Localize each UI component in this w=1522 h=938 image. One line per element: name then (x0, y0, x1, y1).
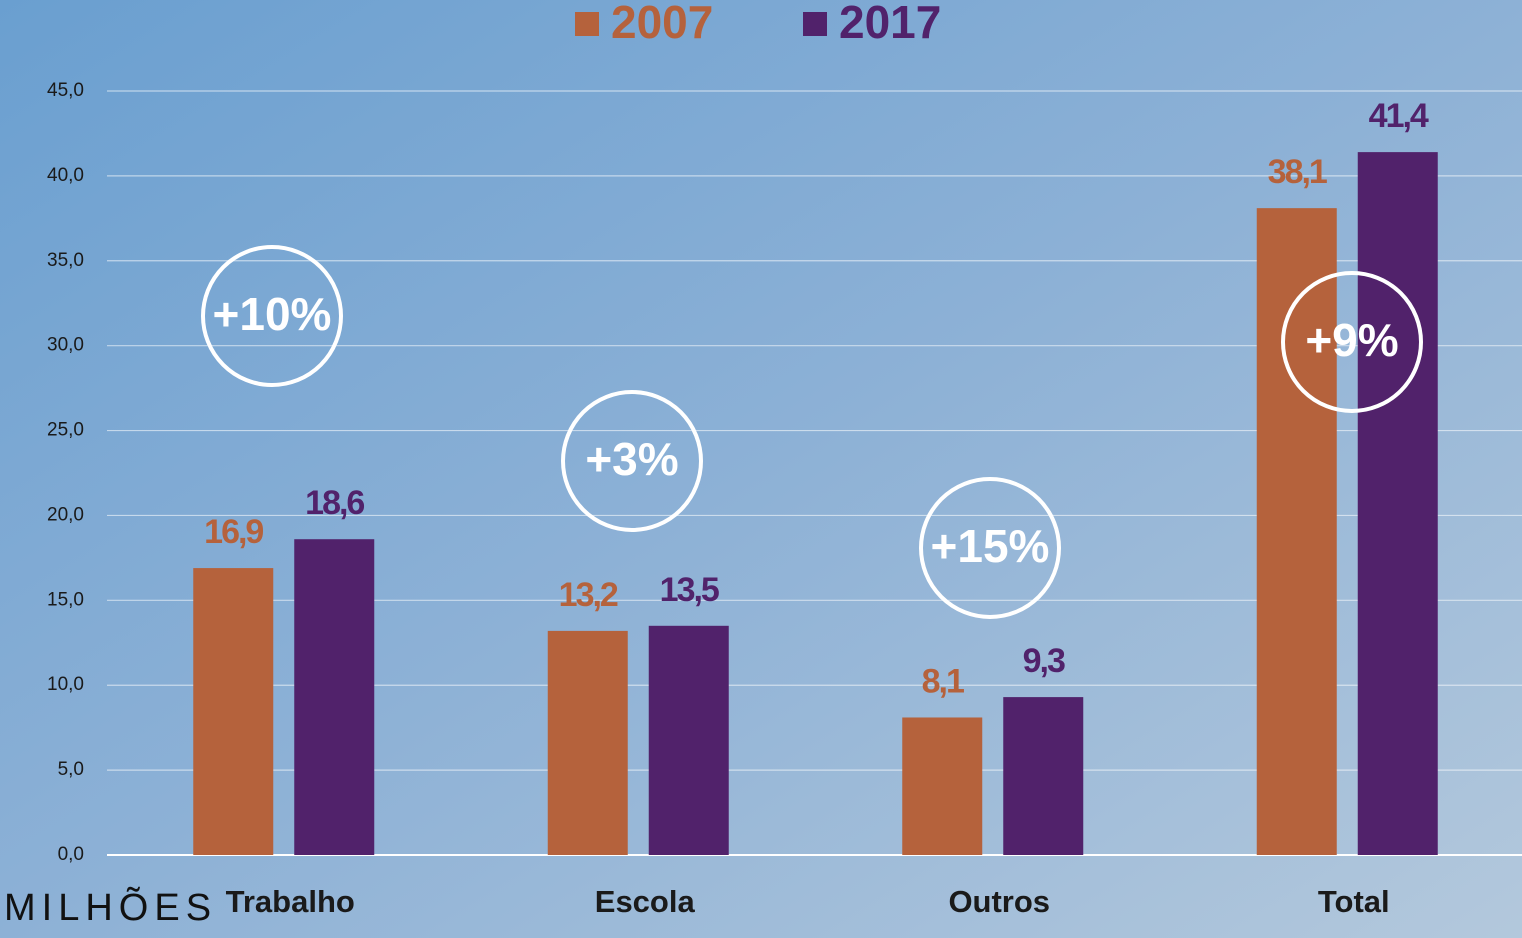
y-tick-label: 40,0 (47, 165, 84, 186)
value-label: 13,2 (559, 576, 618, 614)
y-tick-label: 10,0 (47, 674, 84, 695)
annotation-circle (201, 245, 343, 387)
bar (902, 717, 983, 855)
bar (547, 630, 628, 855)
y-tick-label: 45,0 (47, 80, 84, 101)
y-tick-label: 5,0 (58, 759, 84, 780)
x-tick-label: Escola (595, 884, 696, 919)
bar (648, 625, 729, 855)
value-label: 13,5 (660, 571, 719, 609)
annotation: +10% (213, 288, 332, 340)
x-tick-label: Outros (948, 884, 1050, 919)
value-label: 16,9 (204, 513, 263, 551)
annotation-circle (1281, 271, 1423, 413)
bar (1003, 697, 1084, 855)
bar (193, 568, 274, 855)
value-label: 8,1 (922, 662, 964, 700)
value-label: 41,4 (1369, 97, 1429, 135)
legend-label: 2017 (839, 0, 941, 48)
y-tick-label: 25,0 (47, 420, 84, 441)
annotation: +15% (931, 520, 1050, 572)
legend-label: 2007 (611, 0, 713, 48)
y-tick-label: 30,0 (47, 335, 84, 356)
annotation: +3% (585, 433, 678, 485)
x-tick-label: Trabalho (226, 884, 355, 919)
y-tick-label: 20,0 (47, 504, 84, 525)
annotation: +9% (1305, 314, 1398, 366)
value-label: 9,3 (1023, 642, 1065, 680)
bar (1256, 208, 1337, 855)
legend-swatch (575, 12, 599, 36)
bar (1357, 152, 1438, 855)
y-tick-label: 0,0 (58, 844, 84, 865)
x-tick-label: Total (1318, 884, 1390, 919)
value-label: 38,1 (1268, 153, 1327, 191)
annotation-circle (919, 477, 1061, 619)
value-label: 18,6 (305, 484, 364, 522)
bar (294, 539, 375, 855)
y-axis-label: MILHÕES (4, 885, 217, 929)
y-tick-label: 35,0 (47, 250, 84, 271)
annotation-circle (561, 390, 703, 532)
y-tick-label: 15,0 (47, 589, 84, 610)
legend-swatch (803, 12, 827, 36)
